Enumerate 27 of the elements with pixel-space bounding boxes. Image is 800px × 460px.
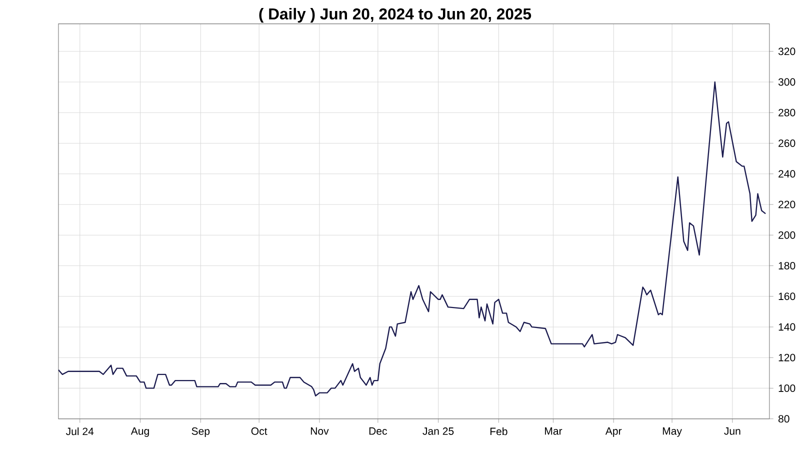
x-tick-label: Feb [490, 427, 508, 436]
y-tick-label: 220 [778, 200, 796, 208]
y-tick-label: 140 [778, 323, 796, 331]
x-tick-label: Jun [724, 427, 740, 435]
x-tick-label: Jan 25 [422, 427, 454, 435]
x-tick-label: Sep [192, 427, 210, 437]
y-tick-label: 80 [778, 415, 790, 422]
x-tick-label: Apr [605, 427, 622, 437]
y-tick-label: 320 [778, 48, 796, 56]
x-tick-label: Dec [369, 427, 387, 435]
x-tick-label: May [662, 427, 682, 437]
x-tick-label: Nov [310, 427, 329, 435]
x-tick-label: Aug [130, 427, 149, 437]
x-tick-label: Oct [251, 427, 268, 435]
y-tick-label: 300 [778, 78, 796, 86]
y-tick-label: 200 [778, 231, 796, 239]
y-tick-label: 120 [778, 354, 796, 362]
x-tick-label: Mar [545, 427, 562, 435]
line-series [58, 81, 766, 396]
x-tick-label: Jul 24 [66, 427, 94, 436]
y-tick-label: 280 [778, 108, 796, 116]
y-tick-label: 240 [778, 170, 796, 178]
y-tick-label: 180 [778, 262, 796, 270]
chart-title: ( Daily ) Jun 20, 2024 to Jun 20, 2025 [259, 8, 532, 23]
y-tick-label: 100 [778, 384, 796, 392]
y-tick-label: 160 [778, 292, 796, 300]
y-tick-label: 260 [778, 139, 796, 147]
